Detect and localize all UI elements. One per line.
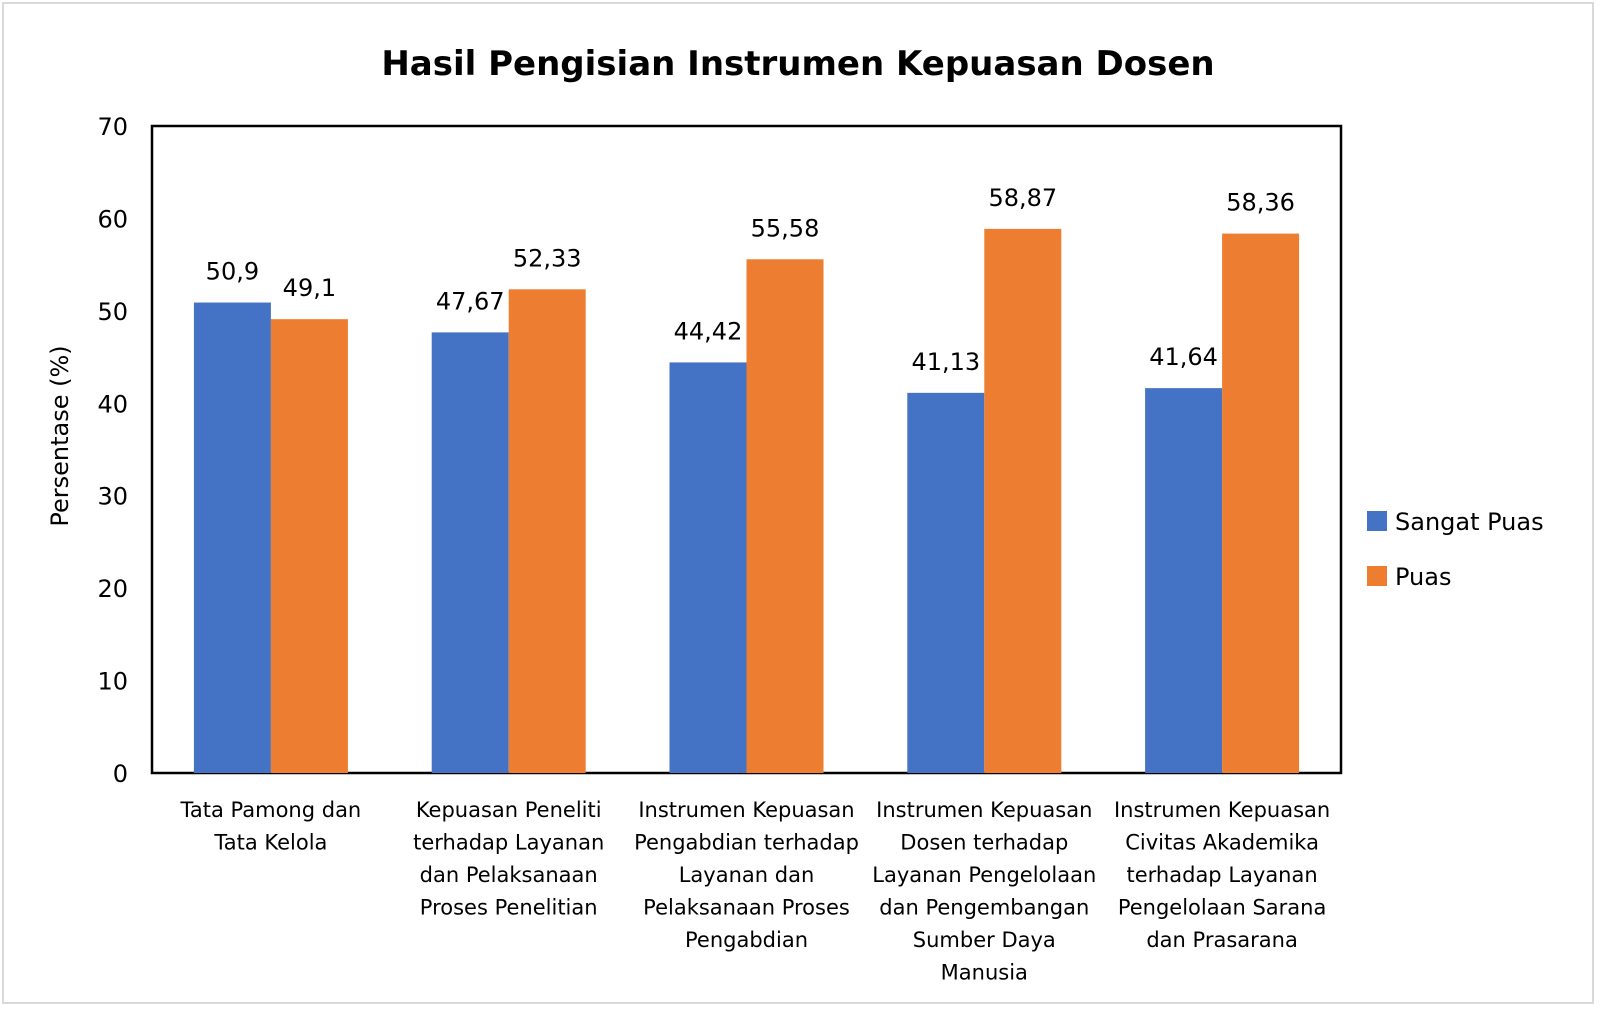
legend-swatch bbox=[1367, 566, 1387, 586]
y-tick-label: 0 bbox=[113, 760, 128, 788]
data-label: 41,13 bbox=[911, 348, 980, 376]
x-tick-label: Instrumen Kepuasan Civitas Akademika terha… bbox=[1114, 798, 1330, 952]
y-tick-label: 60 bbox=[97, 205, 128, 233]
bar-puas bbox=[984, 228, 1062, 774]
y-tick-label: 50 bbox=[97, 298, 128, 326]
x-tick-label: Tata Pamong dan Tata Kelola bbox=[180, 798, 362, 855]
y-axis-label: Persentase (%) bbox=[46, 345, 74, 526]
y-tick-label: 30 bbox=[97, 483, 128, 511]
data-label: 44,42 bbox=[674, 317, 743, 345]
x-tick-label: Instrumen Kepuasan Dosen terhadap Layanan … bbox=[872, 798, 1096, 985]
y-tick-label: 20 bbox=[97, 575, 128, 603]
bar-puas bbox=[270, 319, 348, 773]
y-tick-label: 10 bbox=[97, 668, 128, 696]
y-tick-label: 70 bbox=[97, 113, 128, 141]
x-tick-label: Kepuasan Peneliti terhadap Layanan dan Pel… bbox=[413, 798, 604, 920]
bar-sangat-puas bbox=[431, 332, 509, 773]
plot-area: 0 10 20 30 40 50 60 70 50,9 49,1 Tata Pamong dan Ta… bbox=[97, 113, 1343, 985]
bar-puas bbox=[508, 289, 586, 773]
bar-puas bbox=[746, 259, 824, 774]
legend-label: Puas bbox=[1395, 563, 1451, 591]
data-label: 55,58 bbox=[751, 214, 820, 242]
bar-puas bbox=[1222, 233, 1300, 773]
chart-title: Hasil Pengisian Instrumen Kepuasan Dosen bbox=[381, 44, 1214, 84]
data-label: 49,1 bbox=[283, 274, 336, 302]
bar-sangat-puas bbox=[907, 392, 985, 773]
data-label: 52,33 bbox=[513, 244, 582, 272]
data-label: 58,87 bbox=[988, 184, 1057, 212]
bar-sangat-puas bbox=[669, 362, 747, 773]
legend-label: Sangat Puas bbox=[1395, 508, 1544, 536]
legend: Sangat Puas Puas bbox=[1367, 508, 1544, 591]
bar-sangat-puas bbox=[193, 302, 271, 773]
data-label: 41,64 bbox=[1149, 343, 1218, 371]
y-tick-label: 40 bbox=[97, 390, 128, 418]
legend-swatch bbox=[1367, 511, 1387, 531]
x-tick-label: Instrumen Kepuasan Pengabdian terhadap Lay… bbox=[634, 798, 859, 952]
data-label: 58,36 bbox=[1226, 189, 1295, 217]
bar-sangat-puas bbox=[1145, 388, 1223, 773]
data-label: 50,9 bbox=[206, 258, 259, 286]
data-label: 47,67 bbox=[436, 287, 505, 315]
